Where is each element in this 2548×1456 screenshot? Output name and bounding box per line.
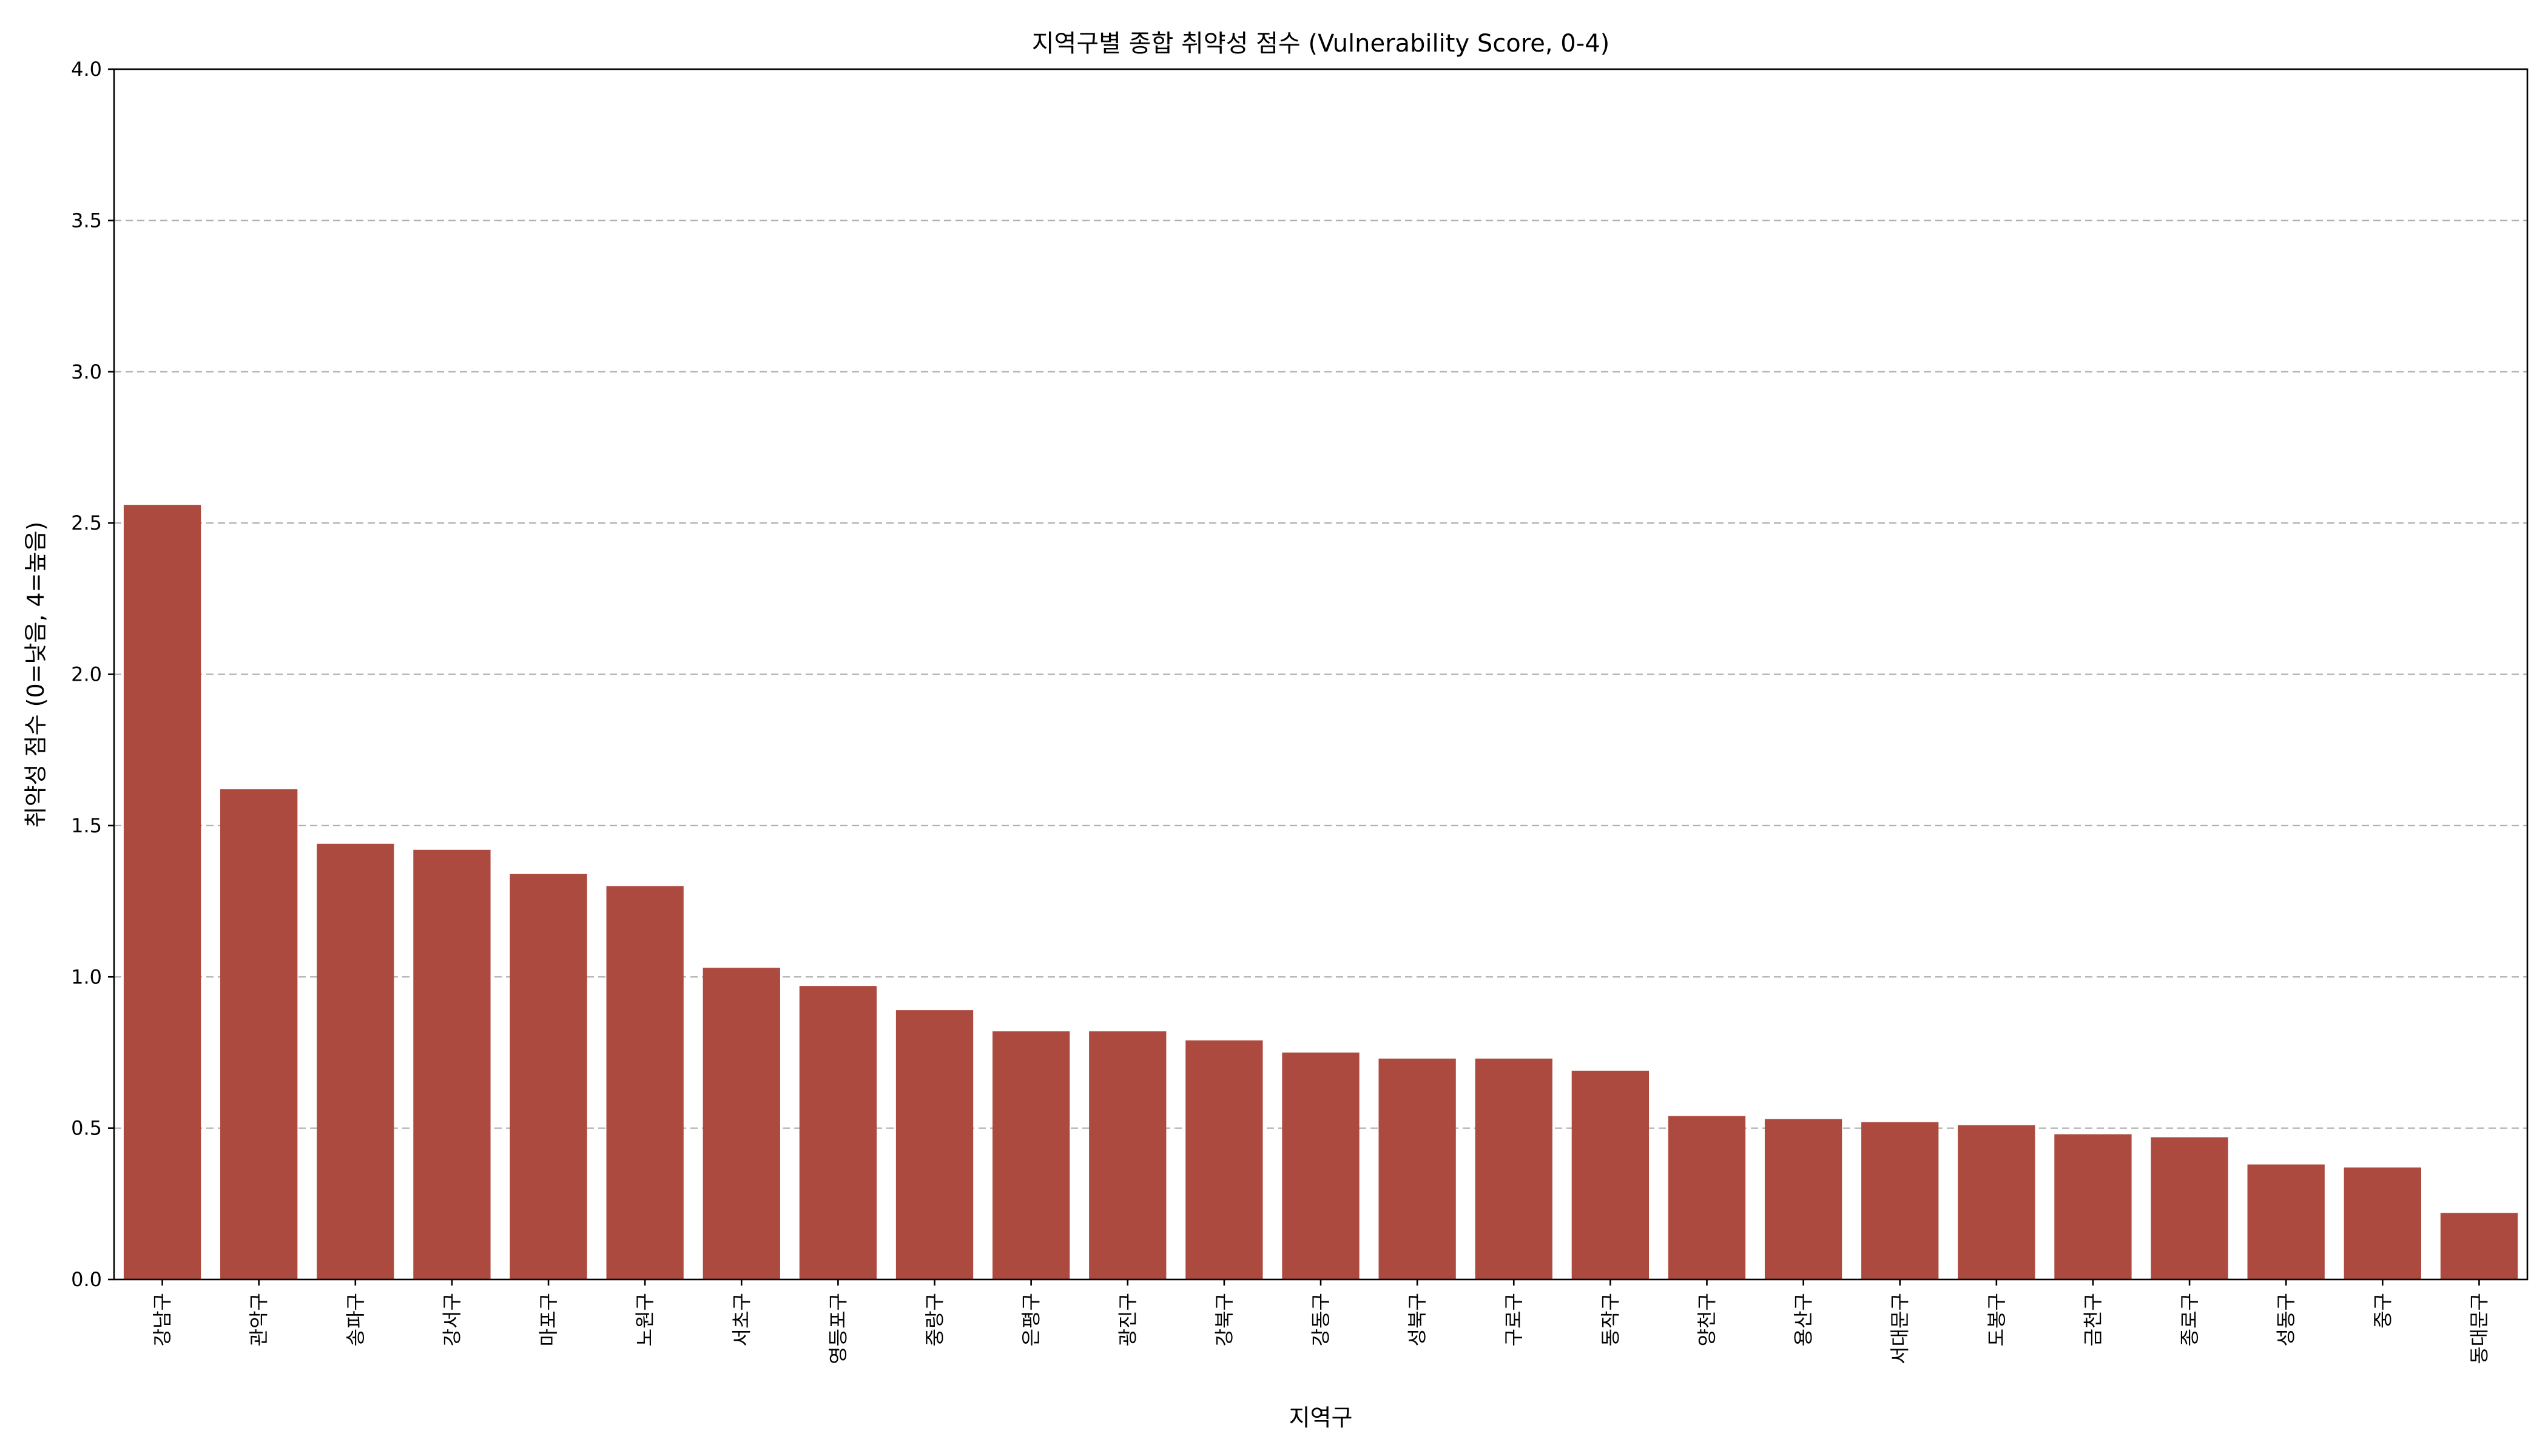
bar [2054, 1134, 2132, 1279]
y-axis-ticks: 0.0 0.5 1.0 1.5 2.0 2.5 3.0 3.5 4.0 [71, 58, 114, 1291]
x-tick-label: 송파구 [344, 1293, 367, 1346]
bars [123, 505, 2518, 1280]
y-tick-label: 2.5 [71, 511, 102, 534]
bar [2247, 1164, 2325, 1279]
y-tick-label: 0.5 [71, 1117, 102, 1140]
bar [1958, 1125, 2035, 1279]
bar [220, 789, 298, 1279]
x-tick-label: 강북구 [1213, 1293, 1236, 1346]
x-tick-label: 중구 [2371, 1293, 2394, 1329]
x-tick-label: 서대문구 [1889, 1293, 1912, 1364]
x-tick-label: 성동구 [2274, 1293, 2297, 1346]
bar [510, 874, 587, 1279]
y-axis-label: 취약성 점수 (0=낮음, 4=높음) [22, 522, 49, 828]
x-tick-label: 종로구 [2178, 1293, 2201, 1346]
x-axis-label: 지역구 [1289, 1404, 1353, 1431]
x-tick-label: 노원구 [633, 1293, 656, 1346]
bar [1861, 1122, 1939, 1279]
bar [1378, 1058, 1456, 1279]
x-tick-label: 구로구 [1502, 1293, 1525, 1346]
y-tick-label: 4.0 [71, 58, 102, 81]
x-tick-label: 관악구 [248, 1293, 271, 1346]
y-tick-label: 2.0 [71, 663, 102, 686]
x-tick-label: 도봉구 [1985, 1293, 2008, 1346]
bar [2344, 1167, 2421, 1279]
bar [1764, 1119, 1842, 1279]
y-tick-label: 0.0 [71, 1268, 102, 1291]
x-tick-label: 서초구 [730, 1293, 753, 1346]
bar [317, 843, 394, 1279]
x-tick-label: 마포구 [537, 1293, 560, 1346]
x-tick-label: 중랑구 [923, 1293, 946, 1346]
x-tick-label: 동작구 [1599, 1293, 1622, 1346]
x-tick-label: 성북구 [1406, 1293, 1429, 1346]
bar [413, 849, 491, 1279]
bar [2151, 1137, 2228, 1279]
x-tick-label: 강동구 [1309, 1293, 1332, 1346]
bar [895, 1010, 974, 1279]
x-tick-label: 용산구 [1792, 1293, 1815, 1346]
x-tick-label: 광진구 [1116, 1293, 1139, 1346]
bar [123, 505, 201, 1280]
x-tick-label: 양천구 [1695, 1293, 1718, 1346]
bar [1089, 1031, 1167, 1279]
y-tick-label: 3.0 [71, 360, 102, 383]
x-tick-label: 금천구 [2081, 1293, 2105, 1346]
y-tick-label: 3.5 [71, 209, 102, 232]
bar [799, 986, 877, 1279]
y-tick-label: 1.5 [71, 814, 102, 837]
bar [1282, 1052, 1360, 1279]
bar [992, 1031, 1070, 1279]
x-tick-label: 강서구 [440, 1293, 463, 1346]
x-tick-label: 영등포구 [826, 1293, 849, 1364]
bar [1571, 1070, 1650, 1279]
bar [606, 886, 684, 1279]
chart-title: 지역구별 종합 취약성 점수 (Vulnerability Score, 0-4… [1032, 30, 1610, 58]
bar [1475, 1058, 1552, 1279]
bar [703, 968, 780, 1279]
y-tick-label: 1.0 [71, 965, 102, 988]
bar [2440, 1213, 2518, 1279]
x-tick-label: 동대문구 [2467, 1293, 2490, 1364]
x-tick-label: 은평구 [1020, 1293, 1043, 1346]
grid-lines [114, 220, 2527, 1129]
x-axis-ticks: 강남구 관악구 송파구 강서구 마포구 노원구 서초구 영등포구 중랑구 은평구 광진구 강북구 강동구… [151, 1279, 2490, 1364]
bar [1185, 1040, 1263, 1279]
bar [1668, 1116, 1746, 1279]
x-tick-label: 강남구 [151, 1293, 174, 1346]
